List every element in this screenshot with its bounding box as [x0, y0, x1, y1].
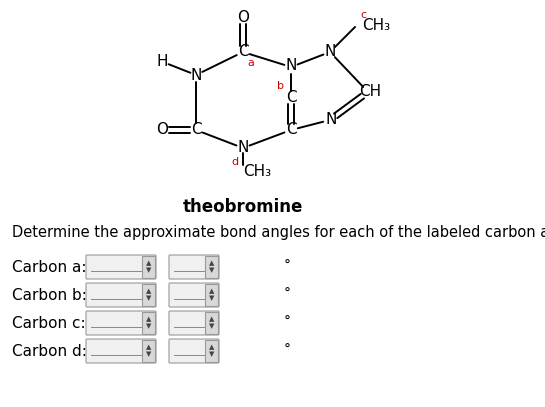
- FancyBboxPatch shape: [205, 312, 218, 334]
- Text: N: N: [190, 68, 202, 83]
- Text: °: °: [284, 287, 291, 301]
- FancyBboxPatch shape: [86, 283, 156, 307]
- Text: Carbon d:: Carbon d:: [12, 344, 87, 359]
- FancyBboxPatch shape: [142, 312, 155, 334]
- Text: N: N: [286, 59, 296, 74]
- Text: ▲: ▲: [146, 260, 152, 267]
- Text: N: N: [325, 112, 337, 127]
- Text: c: c: [360, 10, 366, 20]
- Text: ▲: ▲: [209, 260, 215, 267]
- FancyBboxPatch shape: [86, 311, 156, 335]
- FancyBboxPatch shape: [205, 256, 218, 278]
- Text: ▼: ▼: [146, 352, 152, 357]
- Text: N: N: [237, 140, 249, 155]
- FancyBboxPatch shape: [169, 255, 219, 279]
- Text: ▲: ▲: [209, 289, 215, 295]
- Text: N: N: [324, 44, 336, 59]
- FancyBboxPatch shape: [169, 311, 219, 335]
- Text: d: d: [232, 157, 239, 167]
- Text: C: C: [286, 90, 296, 105]
- Text: ▼: ▼: [146, 295, 152, 302]
- Text: C: C: [238, 44, 249, 59]
- Text: CH₃: CH₃: [362, 18, 390, 33]
- FancyBboxPatch shape: [142, 284, 155, 306]
- Text: O: O: [156, 123, 168, 138]
- Text: CH₃: CH₃: [243, 164, 271, 179]
- Text: ▼: ▼: [209, 324, 215, 330]
- Text: a: a: [247, 58, 255, 68]
- FancyBboxPatch shape: [142, 340, 155, 362]
- Text: b: b: [277, 81, 284, 91]
- Text: Carbon a:: Carbon a:: [12, 260, 87, 274]
- Text: Carbon b:: Carbon b:: [12, 287, 87, 302]
- Text: ▲: ▲: [146, 317, 152, 322]
- FancyBboxPatch shape: [142, 256, 155, 278]
- Text: ▼: ▼: [209, 295, 215, 302]
- FancyBboxPatch shape: [86, 255, 156, 279]
- Text: °: °: [284, 343, 291, 357]
- Text: °: °: [284, 259, 291, 273]
- FancyBboxPatch shape: [169, 339, 219, 363]
- Text: ▲: ▲: [209, 317, 215, 322]
- Text: ▼: ▼: [209, 267, 215, 274]
- FancyBboxPatch shape: [205, 340, 218, 362]
- FancyBboxPatch shape: [169, 283, 219, 307]
- Text: ▲: ▲: [146, 289, 152, 295]
- Text: Carbon c:: Carbon c:: [12, 315, 86, 330]
- Text: ▲: ▲: [209, 344, 215, 350]
- Text: H: H: [156, 55, 168, 70]
- Text: CH: CH: [359, 85, 381, 99]
- Text: theobromine: theobromine: [183, 198, 303, 216]
- Text: ▼: ▼: [209, 352, 215, 357]
- Text: ▲: ▲: [146, 344, 152, 350]
- Text: C: C: [191, 123, 201, 138]
- FancyBboxPatch shape: [86, 339, 156, 363]
- Text: °: °: [284, 315, 291, 329]
- Text: ▼: ▼: [146, 324, 152, 330]
- FancyBboxPatch shape: [205, 284, 218, 306]
- Text: O: O: [237, 11, 249, 26]
- Text: ▼: ▼: [146, 267, 152, 274]
- Text: C: C: [286, 123, 296, 138]
- Text: Determine the approximate bond angles for each of the labeled carbon atoms:: Determine the approximate bond angles fo…: [12, 225, 545, 241]
